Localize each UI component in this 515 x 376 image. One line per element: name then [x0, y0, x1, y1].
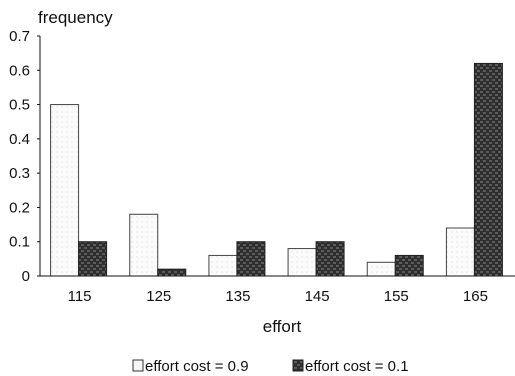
- y-tick-label: 0: [22, 268, 30, 285]
- bar-series-2-165: [473, 62, 503, 277]
- y-tick-label: 0.4: [9, 131, 30, 148]
- x-axis-label: effort: [263, 317, 302, 336]
- y-tick-label: 0.1: [9, 234, 30, 251]
- y-tick-label: 0.5: [9, 97, 30, 114]
- y-axis-ticks: 0 0.1 0.2 0.3 0.4 0.5 0.6 0.7: [9, 28, 40, 285]
- x-tick-label: 155: [384, 288, 409, 305]
- bar-series-1-145: [287, 248, 317, 277]
- bar-series-1-125: [129, 213, 159, 277]
- x-axis-ticks: 115 125 135 145 155 165: [68, 288, 488, 305]
- bar-series-1-135: [208, 254, 238, 277]
- x-tick-label: 115: [68, 288, 92, 305]
- bar-series-1-115: [50, 104, 80, 277]
- x-tick-label: 165: [463, 288, 488, 305]
- bar-series-2-115: [78, 241, 108, 277]
- bars: [50, 62, 503, 277]
- x-tick-label: 135: [225, 288, 250, 305]
- legend: effort cost = 0.9 effort cost = 0.1: [132, 358, 409, 375]
- bar-series-1-155: [366, 261, 396, 277]
- legend-label-series-2: effort cost = 0.1: [305, 358, 409, 375]
- bar-series-2-125: [157, 268, 187, 277]
- y-tick-label: 0.7: [9, 28, 30, 45]
- y-axis-label: frequency: [38, 8, 113, 27]
- legend-swatch-series-2: [292, 359, 304, 372]
- x-tick-label: 125: [146, 288, 171, 305]
- y-tick-label: 0.2: [9, 199, 30, 216]
- legend-label-series-1: effort cost = 0.9: [145, 358, 249, 375]
- bar-series-2-145: [315, 241, 345, 277]
- bar-series-1-165: [445, 227, 475, 277]
- y-tick-label: 0.6: [9, 62, 30, 79]
- legend-swatch-series-1: [132, 359, 144, 372]
- x-tick-label: 145: [305, 288, 330, 305]
- bar-series-2-135: [236, 241, 266, 277]
- y-tick-label: 0.3: [9, 165, 30, 182]
- bar-series-2-155: [394, 254, 424, 277]
